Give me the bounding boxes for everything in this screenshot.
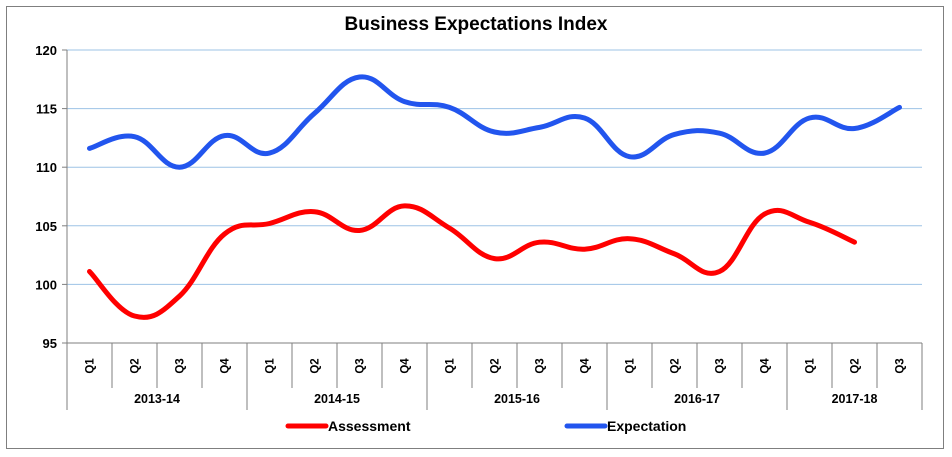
gridlines bbox=[67, 49, 922, 285]
y-tick-label: 95 bbox=[43, 336, 57, 351]
x-group-label: 2017-18 bbox=[832, 392, 878, 406]
chart-frame bbox=[6, 6, 944, 449]
y-tick-label: 110 bbox=[36, 160, 57, 175]
x-category-label: Q3 bbox=[895, 358, 907, 373]
x-category-label: Q1 bbox=[625, 358, 637, 374]
x-category-label: Q3 bbox=[535, 358, 547, 373]
x-group-label: 2016-17 bbox=[674, 392, 720, 406]
x-category-label: Q1 bbox=[265, 358, 277, 374]
series-line-assessment bbox=[87, 203, 857, 320]
x-category-label: Q4 bbox=[400, 358, 412, 374]
x-group-label: 2013-14 bbox=[134, 392, 180, 406]
chart-title: Business Expectations Index bbox=[344, 14, 608, 35]
x-group-label: 2014-15 bbox=[314, 392, 360, 406]
x-category-label: Q1 bbox=[805, 358, 817, 374]
x-category-label: Q1 bbox=[85, 358, 97, 374]
x-category-label: Q1 bbox=[445, 358, 457, 374]
x-category-label: Q2 bbox=[490, 358, 502, 373]
x-category-label: Q3 bbox=[355, 358, 367, 373]
y-tick-label: 120 bbox=[35, 43, 57, 58]
series-lines bbox=[87, 74, 902, 320]
legend-label-assessment: Assessment bbox=[328, 418, 411, 434]
x-category-label: Q4 bbox=[580, 358, 592, 374]
legend-label-expectation: Expectation bbox=[607, 418, 686, 434]
x-axis-groups: 2013-14 2014-15 2015-16 2016-17 2017-18 bbox=[134, 392, 877, 406]
axes bbox=[62, 49, 923, 410]
x-category-label: Q4 bbox=[760, 358, 772, 374]
x-category-label: Q2 bbox=[670, 358, 682, 373]
x-category-label: Q3 bbox=[175, 358, 187, 373]
series-line-expectation bbox=[87, 74, 902, 170]
x-axis-categories: Q1 Q2 Q3 Q4 Q1 Q2 Q3 Q4 Q1 Q2 Q3 Q4 Q1 Q2 Q3 Q4 Q1 Q2 Q3 bbox=[85, 358, 907, 374]
x-category-label: Q2 bbox=[310, 358, 322, 373]
y-tick-label: 105 bbox=[35, 219, 57, 234]
x-category-label: Q4 bbox=[220, 358, 232, 374]
x-category-label: Q3 bbox=[715, 358, 727, 373]
x-group-label: 2015-16 bbox=[494, 392, 540, 406]
y-tick-label: 115 bbox=[36, 102, 57, 117]
y-tick-label: 100 bbox=[35, 277, 57, 292]
y-axis-ticks: 95 100 105 110 115 120 bbox=[35, 43, 57, 351]
x-category-label: Q2 bbox=[130, 358, 142, 373]
x-category-label: Q2 bbox=[850, 358, 862, 373]
legend: Assessment Expectation bbox=[285, 418, 686, 434]
